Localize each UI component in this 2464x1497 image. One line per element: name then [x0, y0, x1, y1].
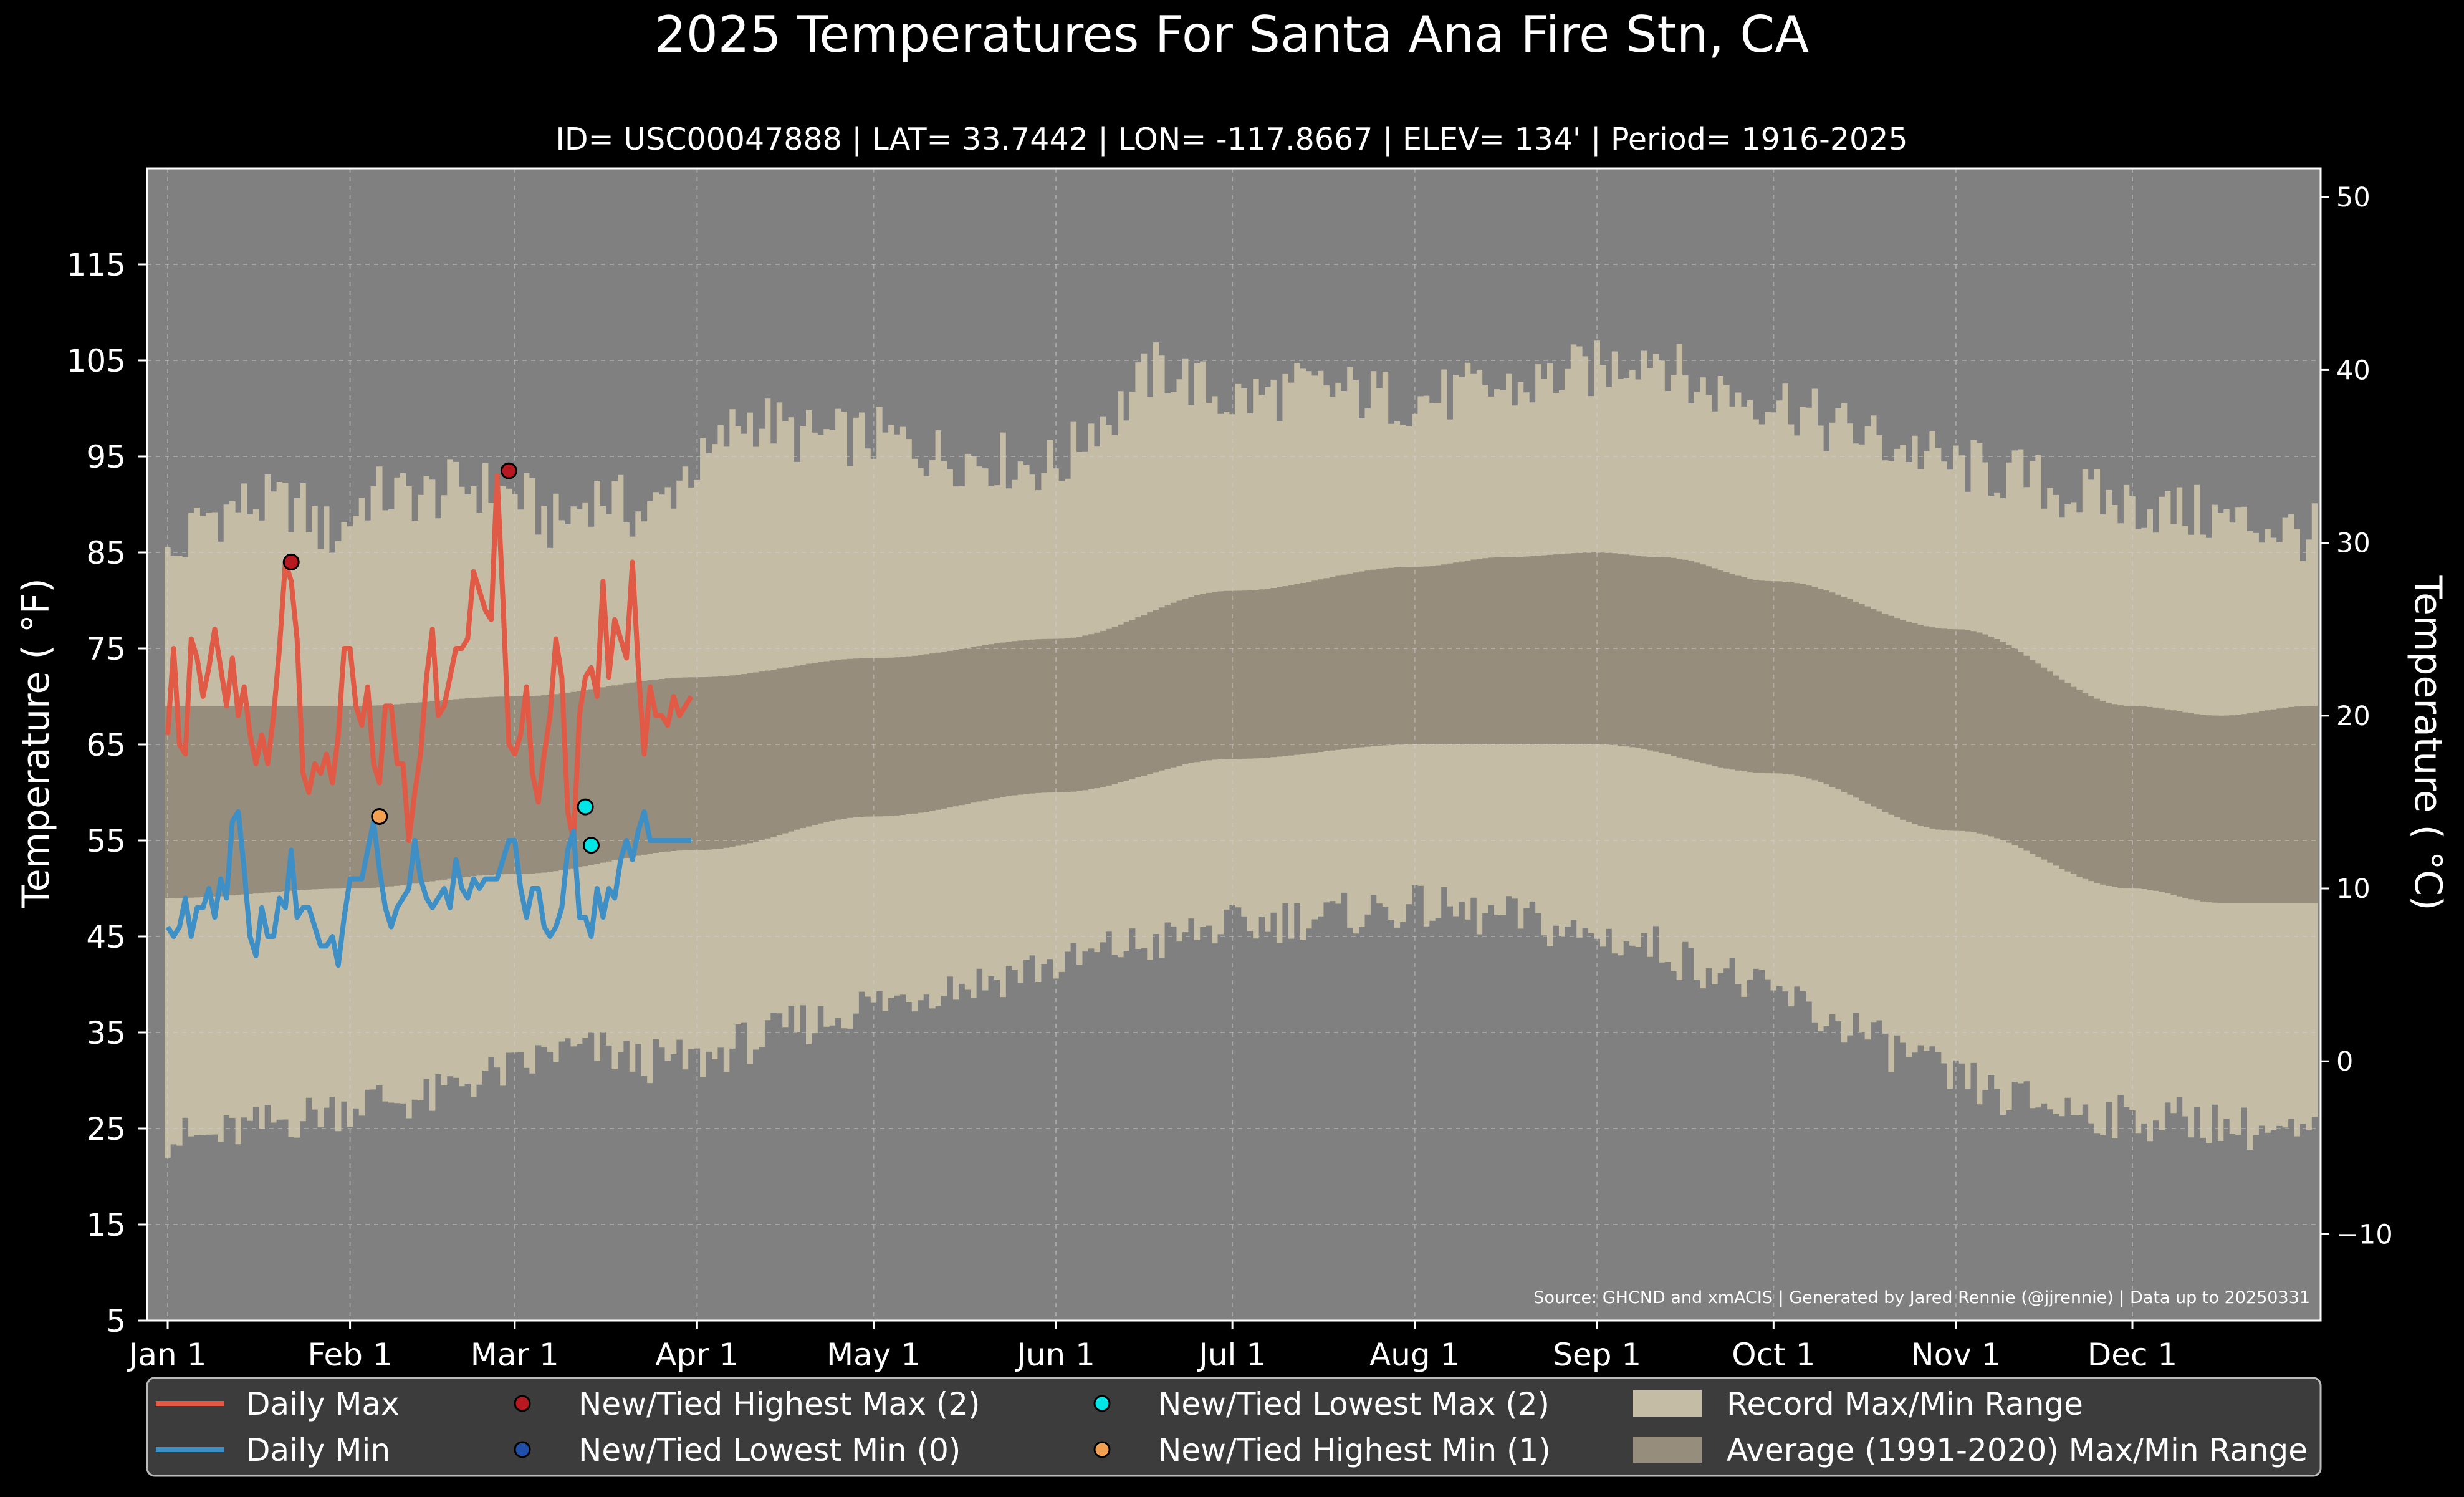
y-tick-label: 55 — [86, 823, 126, 859]
legend-label: New/Tied Lowest Min (0) — [578, 1432, 961, 1468]
record-marker — [282, 553, 300, 570]
record-marker — [500, 462, 517, 479]
legend-label: New/Tied Lowest Max (2) — [1158, 1386, 1550, 1422]
y-tick-label-right: 40 — [2336, 355, 2371, 386]
x-tick-label: Mar 1 — [471, 1337, 559, 1373]
x-tick-label: Jul 1 — [1197, 1337, 1266, 1373]
axes: 5 15 25 35 45 55 65 75 85 95 105 115 −10 0 10 20 30 40 50 J… — [67, 167, 2393, 1373]
average-range-band — [165, 552, 2318, 903]
x-tick-label: Aug 1 — [1369, 1337, 1460, 1373]
y-tick-label: 95 — [86, 439, 126, 475]
legend-label: Daily Max — [246, 1386, 400, 1422]
y-tick-label-right: −10 — [2336, 1219, 2393, 1250]
record-marker — [371, 808, 388, 825]
y-tick-label-right: 0 — [2336, 1046, 2353, 1077]
legend-swatch-dot — [514, 1395, 531, 1412]
legend: Daily Max Daily Min New/Tied Highest Max (… — [146, 1377, 2322, 1477]
chart-subtitle: ID= USC00047888 | LAT= 33.7442 | LON= -1… — [555, 122, 1907, 157]
record-marker — [582, 837, 600, 854]
y-tick-label: 75 — [86, 631, 126, 667]
y-tick-label: 65 — [86, 727, 126, 763]
x-tick-label: May 1 — [827, 1337, 921, 1373]
x-tick-label: Oct 1 — [1732, 1337, 1815, 1373]
legend-label: Daily Min — [246, 1432, 390, 1468]
legend-swatch-dot — [1093, 1395, 1111, 1412]
legend-swatch-dot — [1093, 1441, 1111, 1458]
y-tick-label-right: 30 — [2336, 528, 2371, 559]
legend-swatch-patch — [1633, 1390, 1702, 1417]
legend-label: Average (1991-2020) Max/Min Range — [1727, 1432, 2308, 1468]
y-tick-label: 115 — [67, 247, 126, 283]
y-tick-label: 85 — [86, 535, 126, 571]
y-tick-label: 105 — [67, 343, 126, 379]
y-tick-label-right: 50 — [2336, 182, 2371, 213]
y-tick-label-right: 10 — [2336, 874, 2371, 905]
daily-min-line — [165, 809, 691, 968]
x-tick-label: Jun 1 — [1015, 1337, 1095, 1373]
daily-max-line — [165, 473, 694, 843]
chart-title: 2025 Temperatures For Santa Ana Fire Stn… — [654, 6, 1809, 64]
y-tick-label: 45 — [86, 919, 126, 955]
y-tick-label: 5 — [106, 1303, 126, 1339]
y-axis-label-left: Temperature ( °F) — [14, 578, 58, 909]
y-tick-label: 15 — [86, 1207, 126, 1243]
legend-swatch-dot — [514, 1441, 531, 1458]
plot-area — [147, 168, 2321, 1321]
x-tick-label: Apr 1 — [655, 1337, 739, 1373]
y-axis-label-right: Temperature ( °C) — [2406, 575, 2450, 911]
legend-label: Record Max/Min Range — [1727, 1386, 2083, 1422]
legend-swatch-patch — [1633, 1437, 1702, 1463]
x-tick-label: Sep 1 — [1553, 1337, 1641, 1373]
legend-label: New/Tied Highest Min (1) — [1158, 1432, 1551, 1468]
y-tick-label: 25 — [86, 1111, 126, 1147]
y-tick-label: 35 — [86, 1015, 126, 1051]
record-marker — [577, 798, 594, 816]
x-tick-label: Dec 1 — [2088, 1337, 2177, 1373]
legend-label: New/Tied Highest Max (2) — [578, 1386, 980, 1422]
x-tick-label: Jan 1 — [127, 1337, 207, 1373]
source-note: Source: GHCND and xmACIS | Generated by … — [1533, 1288, 2310, 1307]
y-tick-label-right: 20 — [2336, 701, 2371, 732]
x-tick-label: Feb 1 — [307, 1337, 392, 1373]
x-tick-label: Nov 1 — [1910, 1337, 2001, 1373]
legend-box — [146, 1377, 2322, 1477]
